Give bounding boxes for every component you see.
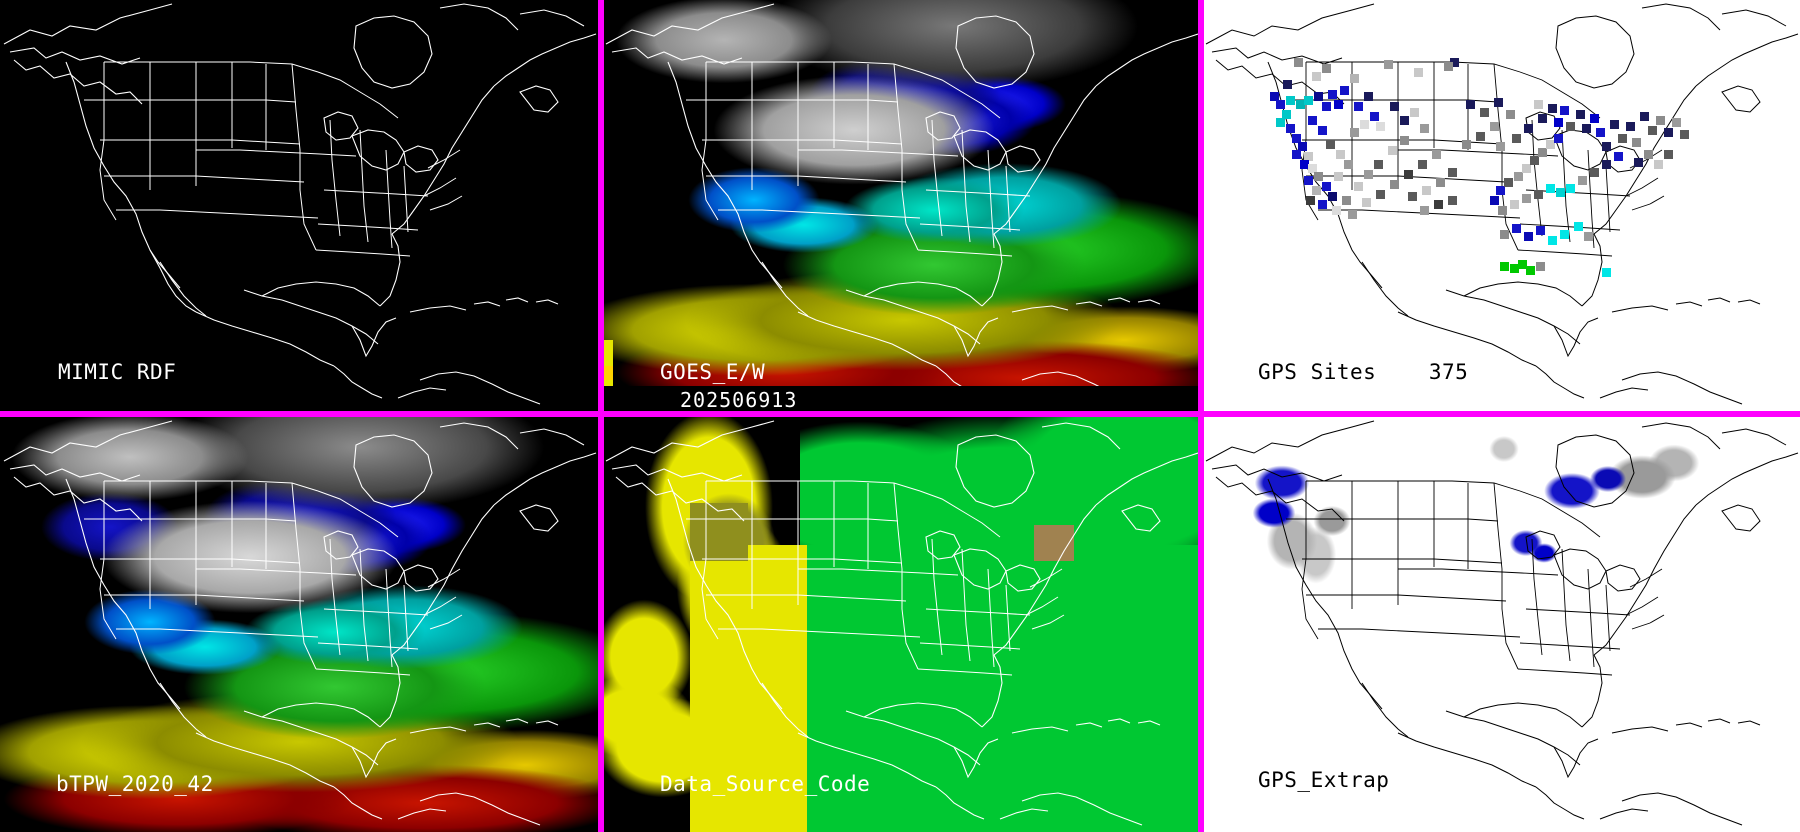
panel-btpw[interactable]: bTPW_2020_42 (0, 417, 598, 832)
panel-caption-goes-ew: GOES_E/W (660, 360, 766, 384)
panel-caption-btpw: bTPW_2020_42 (56, 772, 214, 796)
panel-mimic-rdf[interactable]: MIMIC RDF (0, 0, 598, 411)
panel-caption-mimic-rdf: MIMIC RDF (58, 360, 177, 384)
observation-date-label: 202506913 (680, 388, 798, 412)
panel-gps-extrap[interactable]: GPS_Extrap (1204, 417, 1800, 832)
panel-goes-ew[interactable]: GOES_E/W (604, 0, 1198, 411)
date-strip: 202506913 (604, 386, 1198, 412)
btpw-field (0, 417, 598, 832)
goes-ew-tpw-field (604, 0, 1198, 411)
panel-separator-horizontal (0, 411, 1800, 417)
panel-caption-data-source-code: Data_Source_Code (660, 772, 871, 796)
mimic-rdf-field (0, 0, 598, 411)
gps-sites-basemap (1204, 0, 1800, 411)
panel-data-source-code[interactable]: Data_Source_Code (604, 417, 1198, 832)
panel-caption-gps-sites: GPS Sites 375 (1258, 360, 1469, 384)
source-patch-overlap-nw (690, 503, 748, 561)
panel-caption-gps-extrap: GPS_Extrap (1258, 768, 1390, 792)
panel-gps-sites[interactable]: GPS Sites 375 (1204, 0, 1800, 411)
source-patch-overlap-ne (1034, 525, 1074, 561)
